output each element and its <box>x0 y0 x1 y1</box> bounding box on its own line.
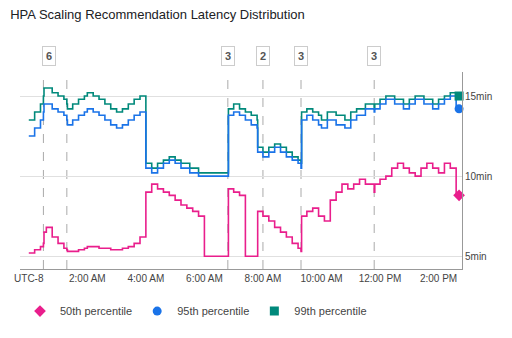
svg-text:15min: 15min <box>465 91 492 102</box>
svg-text:2:00 PM: 2:00 PM <box>420 273 457 284</box>
svg-text:HPA Scaling Recommendation Lat: HPA Scaling Recommendation Latency Distr… <box>10 7 305 22</box>
svg-text:3: 3 <box>371 50 377 62</box>
svg-text:50th percentile: 50th percentile <box>60 305 132 317</box>
svg-text:UTC-8: UTC-8 <box>14 273 44 284</box>
svg-text:99th percentile: 99th percentile <box>294 305 366 317</box>
svg-text:3: 3 <box>298 50 304 62</box>
svg-text:8:00 AM: 8:00 AM <box>245 273 282 284</box>
svg-text:95th percentile: 95th percentile <box>177 305 249 317</box>
svg-text:10min: 10min <box>465 171 492 182</box>
svg-text:10:00 AM: 10:00 AM <box>300 273 342 284</box>
svg-text:5min: 5min <box>465 251 487 262</box>
svg-text:4:00 AM: 4:00 AM <box>128 273 165 284</box>
svg-text:2:00 AM: 2:00 AM <box>69 273 106 284</box>
svg-text:3: 3 <box>225 50 231 62</box>
svg-text:6:00 AM: 6:00 AM <box>186 273 223 284</box>
svg-text:2: 2 <box>260 50 266 62</box>
svg-text:12:00 PM: 12:00 PM <box>359 273 402 284</box>
svg-text:6: 6 <box>46 50 52 62</box>
